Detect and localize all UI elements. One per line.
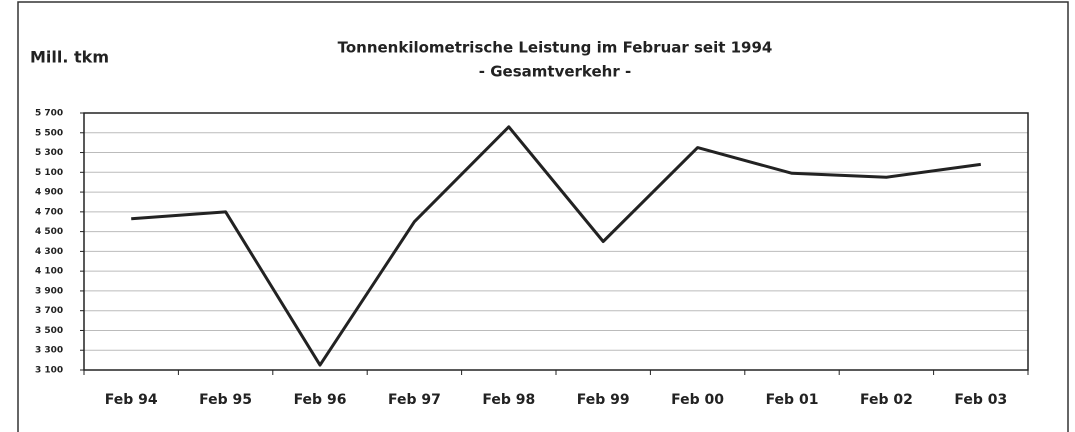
y-tick-label: 5 500 [35, 128, 63, 138]
y-tick-label: 5 700 [35, 109, 63, 119]
y-tick-label: 4 900 [35, 188, 63, 198]
x-tick-label: Feb 94 [105, 392, 158, 408]
x-tick-label: Feb 99 [577, 392, 630, 408]
x-tick-label: Feb 95 [199, 392, 252, 408]
y-tick-label: 4 100 [35, 267, 63, 277]
y-tick-label: 3 700 [35, 306, 63, 316]
x-tick-label: Feb 98 [482, 392, 535, 408]
x-tick-label: Feb 00 [671, 392, 724, 408]
chart-title: Tonnenkilometrische Leistung im Februar … [338, 39, 773, 57]
y-tick-label: 4 500 [35, 227, 63, 237]
y-tick-label: 4 700 [35, 207, 63, 217]
y-tick-label: 3 500 [35, 326, 63, 336]
frame [17, 1, 1069, 432]
x-tick-label: Feb 96 [294, 392, 347, 408]
chart-subtitle: - Gesamtverkehr - [479, 63, 631, 81]
x-tick-label: Feb 97 [388, 392, 441, 408]
y-tick-label: 3 300 [35, 346, 63, 356]
y-axis-label: Mill. tkm [30, 48, 109, 67]
x-tick-label: Feb 03 [954, 392, 1007, 408]
y-tick-label: 5 300 [35, 148, 63, 158]
x-tick-label: Feb 01 [766, 392, 819, 408]
plot-area [83, 112, 1029, 371]
x-tick-label: Feb 02 [860, 392, 913, 408]
line [131, 125, 982, 367]
y-tick-label: 5 100 [35, 168, 63, 178]
y-tick-label: 4 300 [35, 247, 63, 257]
y-tick-label: 3 900 [35, 286, 63, 296]
y-tick-label: 3 100 [35, 366, 63, 376]
